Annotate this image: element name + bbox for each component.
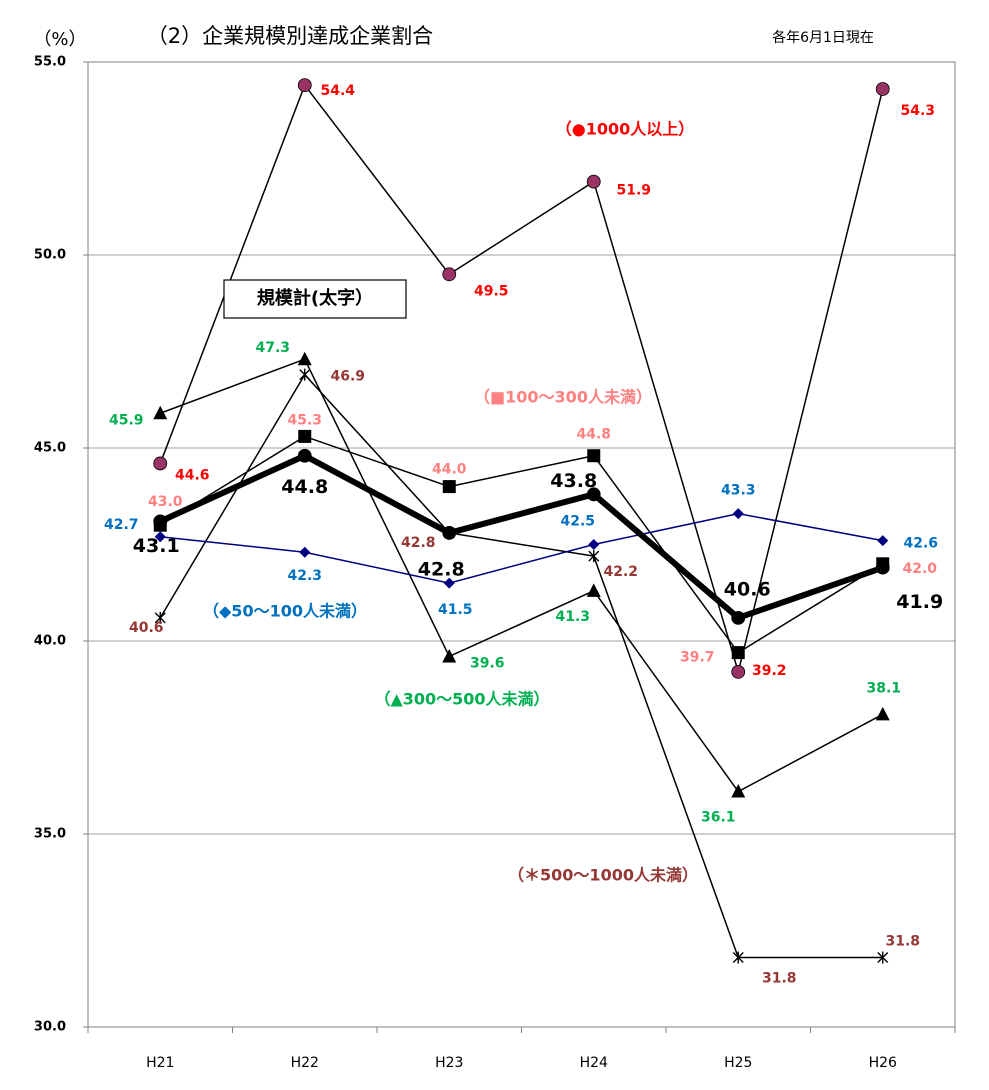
marker: [877, 535, 889, 547]
x-tick-label: H24: [580, 1055, 608, 1071]
data-label: 44.0: [432, 462, 467, 478]
marker: [732, 951, 744, 964]
marker: [586, 583, 601, 597]
data-label: 45.9: [109, 412, 144, 428]
series-name: （◆50～100人未満）: [203, 602, 367, 621]
data-label: 51.9: [616, 183, 651, 199]
marker: [154, 611, 166, 624]
data-label: 42.7: [104, 517, 139, 533]
series-name: （●1000人以上）: [556, 120, 695, 139]
marker: [443, 577, 455, 589]
series-line: [159, 358, 884, 793]
series-line: [160, 512, 883, 584]
data-label: 39.6: [470, 655, 505, 671]
marker: [442, 267, 457, 282]
x-tick-label: H26: [869, 1055, 897, 1071]
data-label: 38.1: [866, 680, 901, 696]
marker: [153, 514, 168, 529]
data-label: 42.8: [401, 535, 436, 551]
marker: [298, 429, 312, 443]
data-label: 42.3: [287, 568, 322, 584]
marker: [875, 82, 890, 96]
data-label: 31.8: [762, 971, 797, 987]
data-label: 44.8: [576, 427, 611, 443]
data-label: 42.5: [560, 514, 595, 530]
series-line: [159, 452, 884, 621]
data-label: 45.3: [287, 412, 322, 428]
y-tick-label: 40.0: [34, 634, 66, 649]
marker: [153, 405, 168, 420]
y-tick-label: 35.0: [34, 827, 66, 842]
data-label: 47.3: [255, 340, 290, 356]
series-name-box: [223, 279, 407, 319]
data-label: 39.7: [680, 650, 715, 666]
data-label: 44.6: [175, 467, 210, 483]
series-name: （＊500～1000人未満）: [508, 866, 698, 885]
marker: [297, 448, 312, 463]
y-tick-label: 50.0: [34, 248, 66, 263]
data-label: 41.5: [438, 602, 473, 618]
data-label: 36.1: [701, 810, 736, 826]
data-label: 40.6: [129, 620, 164, 636]
x-tick-label: H21: [146, 1055, 174, 1071]
data-label: 44.8: [281, 476, 328, 498]
data-label: 43.0: [148, 494, 183, 510]
marker: [299, 546, 311, 558]
marker: [154, 531, 166, 543]
y-tick-label: 55.0: [34, 55, 66, 70]
marker: [875, 560, 890, 575]
data-label: 54.4: [320, 83, 355, 99]
marker: [731, 646, 745, 660]
data-label: 39.2: [752, 663, 787, 679]
data-label: 42.8: [418, 558, 465, 580]
marker: [297, 78, 312, 93]
marker: [587, 449, 601, 463]
x-tick-label: H23: [435, 1055, 463, 1071]
marker: [153, 456, 168, 471]
data-label: 46.9: [330, 369, 365, 385]
marker: [586, 487, 601, 502]
data-label: 43.1: [133, 535, 180, 557]
marker: [732, 508, 744, 520]
marker: [442, 648, 457, 663]
data-label: 40.6: [724, 578, 771, 600]
x-tick-label: H25: [724, 1055, 752, 1071]
y-axis-label: （%）: [33, 29, 86, 50]
note: 各年6月1日現在: [772, 30, 874, 46]
series-name: （▲300～500人未満）: [374, 690, 549, 709]
y-tick-label: 45.0: [34, 441, 66, 456]
data-label: 49.5: [474, 283, 509, 299]
data-label: 42.6: [903, 536, 938, 552]
marker: [588, 550, 600, 563]
data-label: 41.3: [555, 609, 590, 625]
marker: [875, 706, 890, 721]
data-label: 43.3: [721, 483, 756, 499]
data-label: 42.2: [603, 564, 638, 580]
series-name: 規模計(太字）: [257, 287, 373, 309]
marker: [588, 539, 600, 550]
marker: [731, 784, 746, 798]
data-label: 41.9: [896, 591, 943, 613]
marker: [442, 526, 457, 540]
marker: [299, 368, 311, 381]
data-label: 31.8: [885, 934, 920, 950]
y-tick-label: 30.0: [34, 1020, 66, 1035]
marker: [877, 951, 889, 964]
chart-title: （2）企業規模別達成企業割合: [147, 24, 433, 48]
x-tick-label: H22: [291, 1055, 319, 1071]
marker: [586, 174, 601, 189]
series-line: [159, 373, 883, 959]
series-line: [159, 435, 884, 654]
data-label: 54.3: [900, 103, 935, 119]
marker: [442, 480, 456, 494]
marker: [297, 351, 312, 366]
data-label: 43.8: [550, 470, 597, 492]
marker: [731, 610, 746, 625]
marker: [731, 664, 746, 679]
data-label: 42.0: [902, 561, 937, 577]
series-line: [159, 84, 884, 673]
series-name: （■100～300人未満）: [474, 388, 652, 407]
